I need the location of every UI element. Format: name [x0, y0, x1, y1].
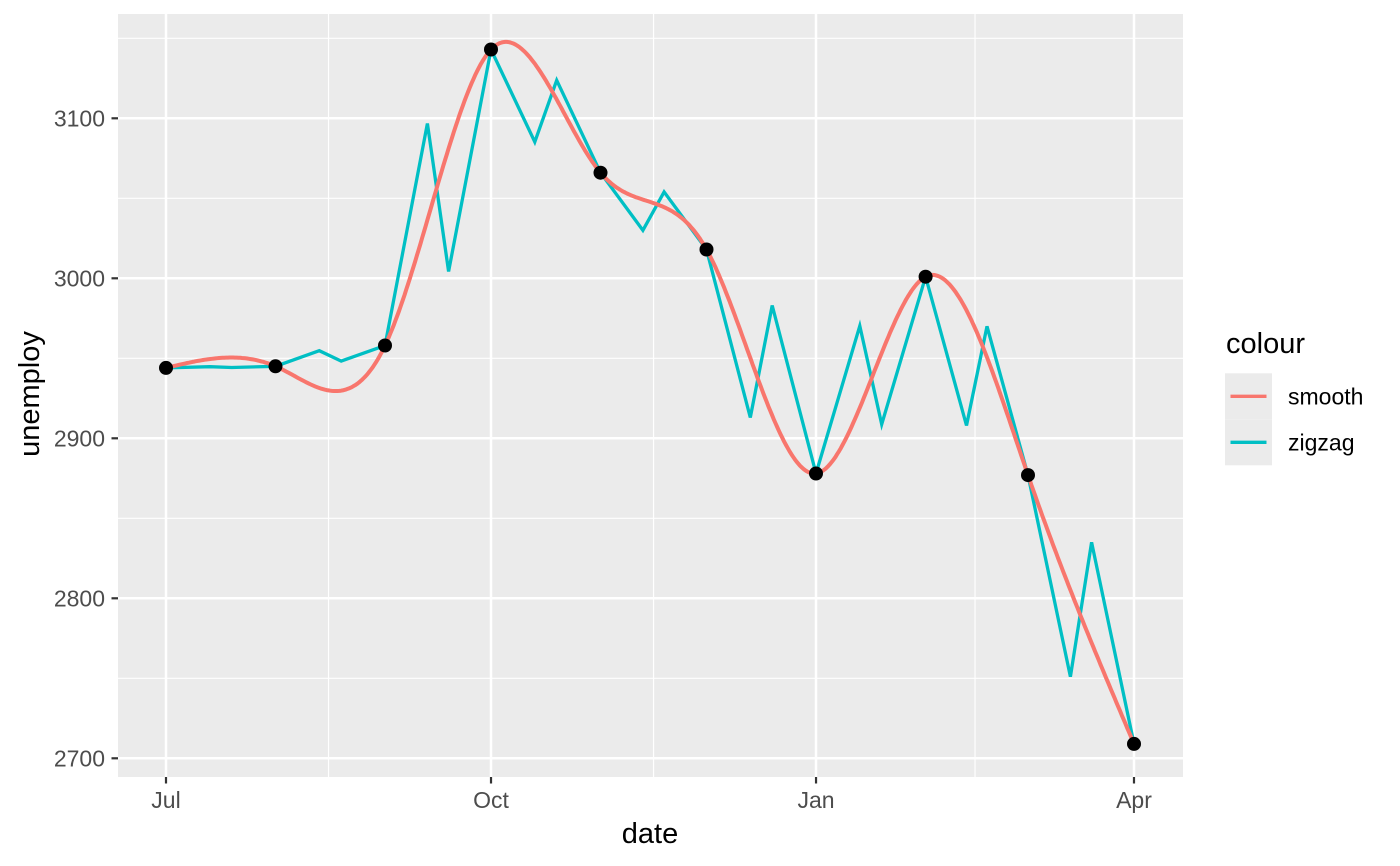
data-point-aug [268, 359, 283, 374]
data-point-apr [1127, 736, 1141, 751]
plot-panel-background [118, 14, 1183, 777]
legend-title: colour [1226, 328, 1305, 360]
data-points [159, 42, 1141, 751]
series-line-zigzag [165, 44, 1136, 745]
y-tick-label: 3100 [54, 105, 105, 131]
y-tick-label: 2900 [54, 425, 105, 451]
axis-tick-labels: 2700 2800 2900 3000 3100 Jul Oct Jan Apr [54, 105, 1152, 813]
chart-series-lines [164, 39, 1136, 746]
data-point-nov [593, 165, 608, 180]
y-tick-label: 3000 [54, 265, 105, 291]
data-point-feb [918, 269, 933, 284]
y-axis-title: unemploy [14, 331, 46, 457]
data-point-dec [699, 242, 714, 257]
y-tick-label: 2700 [54, 745, 105, 771]
legend-label-smooth: smooth [1288, 383, 1363, 409]
series-line-smooth [164, 39, 1136, 746]
legend-label-zigzag: zigzag [1288, 429, 1354, 455]
axis-tick-marks [111, 117, 1136, 784]
legend: colour smooth zigzag [1225, 328, 1363, 466]
data-point-oct [484, 42, 498, 57]
x-tick-label: Apr [1116, 787, 1152, 813]
data-point-jan [809, 466, 823, 481]
x-axis-title: date [622, 818, 678, 850]
data-point-mar [1021, 468, 1035, 483]
x-tick-label: Oct [473, 787, 509, 813]
x-tick-label: Jul [151, 787, 180, 813]
major-gridlines [118, 14, 1183, 777]
x-tick-label: Jan [797, 787, 834, 813]
data-point-sep [378, 338, 392, 353]
data-point-jul [159, 360, 173, 375]
y-tick-label: 2800 [54, 585, 105, 611]
